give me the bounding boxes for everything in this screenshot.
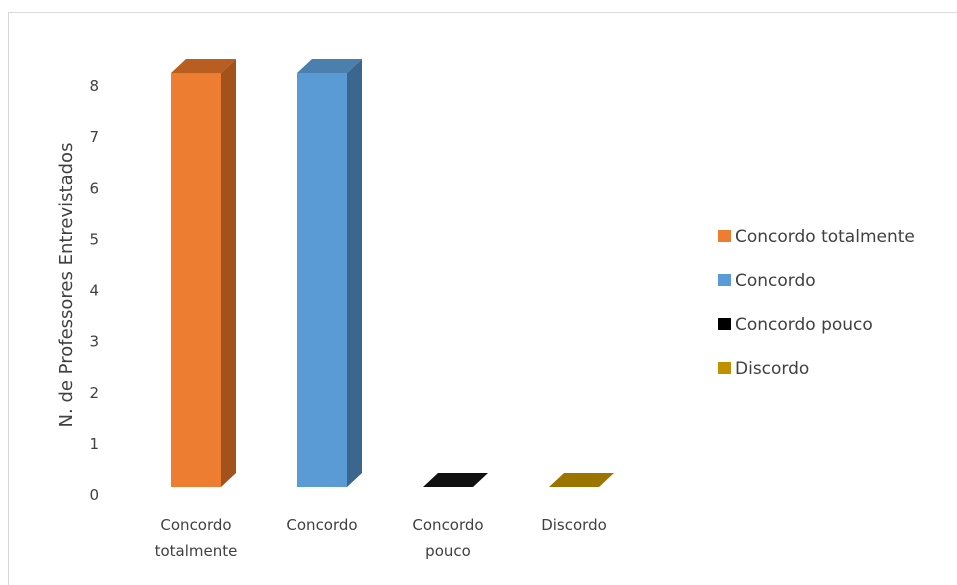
chart-frame bbox=[8, 12, 957, 585]
y-tick-label: 1 bbox=[89, 435, 99, 453]
y-axis-title: N. de Professores Entrevistados bbox=[56, 143, 77, 428]
bar-side bbox=[347, 59, 362, 487]
bar-front bbox=[171, 73, 221, 487]
bar-top bbox=[171, 59, 236, 73]
bar-front bbox=[297, 73, 347, 487]
y-tick-label: 0 bbox=[89, 486, 99, 504]
y-tick-label: 4 bbox=[89, 282, 99, 300]
legend-label: Concordo bbox=[735, 271, 816, 291]
y-tick-label: 5 bbox=[89, 230, 99, 248]
y-tick-label: 6 bbox=[89, 179, 99, 197]
bar-top bbox=[423, 473, 488, 487]
x-category-label: Concordo totalmente bbox=[155, 516, 238, 560]
legend-swatch bbox=[718, 230, 731, 242]
y-tick-label: 3 bbox=[89, 333, 99, 351]
bar-top bbox=[549, 473, 614, 487]
legend-swatch bbox=[718, 362, 731, 374]
x-category-label: Concordo bbox=[286, 516, 357, 534]
legend-swatch bbox=[718, 274, 731, 286]
legend-swatch bbox=[718, 318, 731, 330]
legend-label: Concordo pouco bbox=[735, 315, 873, 335]
bar-top bbox=[297, 59, 362, 73]
legend-label: Discordo bbox=[735, 359, 809, 379]
x-category-label: Concordo pouco bbox=[412, 516, 483, 560]
y-tick-label: 2 bbox=[89, 384, 99, 402]
x-category-label: Discordo bbox=[541, 516, 607, 534]
bar-side bbox=[221, 59, 236, 487]
legend-label: Concordo totalmente bbox=[735, 227, 915, 247]
y-tick-label: 7 bbox=[89, 128, 99, 146]
y-tick-label: 8 bbox=[89, 77, 99, 95]
